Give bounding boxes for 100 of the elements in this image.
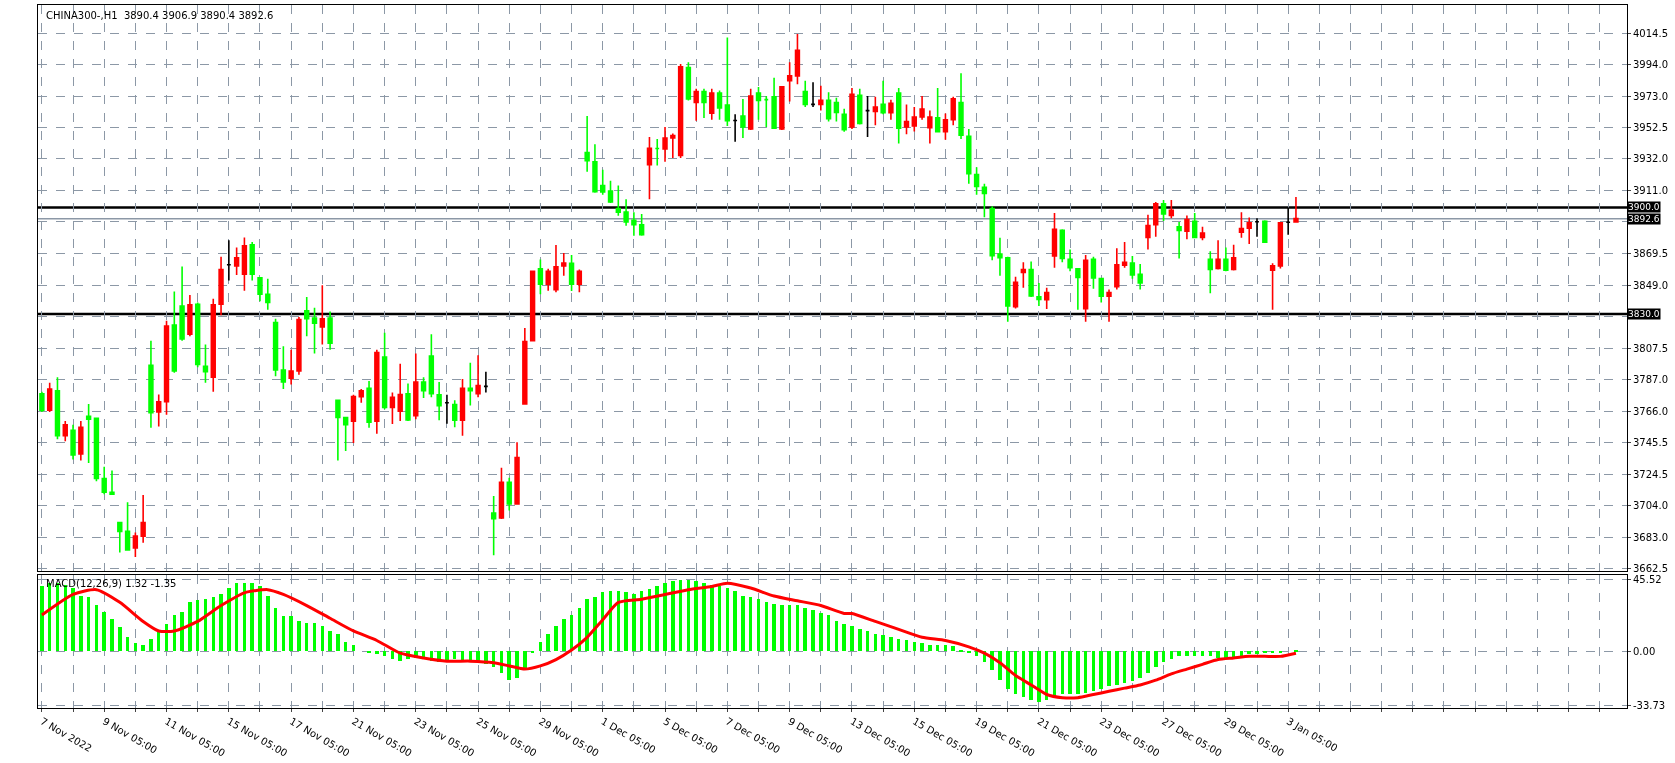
y-tick-label: 0.00 [1633,646,1656,658]
candlestick [833,97,840,123]
bar [282,616,285,652]
bar [461,651,464,662]
candlestick [716,89,723,121]
bar [313,623,316,652]
candlestick [1238,211,1245,239]
candlestick [1191,212,1198,239]
bar [289,616,293,652]
candlestick [646,136,653,201]
bar [328,631,332,652]
bar [297,621,301,652]
candlestick [194,301,201,369]
y-tick-label: 3787.0 [1633,373,1668,385]
candlestick [319,284,326,346]
candlestick [545,267,551,292]
candlestick [1230,243,1237,272]
bar [79,596,83,652]
candlestick [70,423,76,461]
bar [235,583,238,652]
candlestick [1044,286,1050,310]
candlestick [529,270,536,342]
candlestick [241,236,248,292]
y-tick-label: 3704.0 [1633,500,1668,512]
candlestick [1215,239,1221,271]
candlestick [1020,261,1027,289]
bar [531,651,534,654]
candlestick [1153,201,1159,238]
candlestick [896,87,902,145]
bar [944,645,947,652]
candlestick [296,316,302,376]
candlestick [950,95,956,127]
bar [1053,651,1056,698]
bar [1193,651,1196,657]
candlestick [1254,217,1260,238]
candlestick [693,87,699,122]
candlestick [553,244,559,293]
bar [95,605,98,652]
bar [632,594,636,652]
candlestick [1028,260,1034,298]
bar [905,640,908,652]
y-tick-label: 4014.5 [1633,27,1668,39]
candlestick [732,113,738,143]
candlestick [46,381,53,413]
candlestick [989,205,995,262]
bar [204,599,207,652]
candlestick [724,36,731,127]
candlestick [857,87,863,126]
bar [655,586,659,652]
candlestick [927,109,933,145]
y-tick-label: 3849.0 [1633,279,1668,291]
candlestick [202,343,209,384]
candlestick [662,126,668,163]
candlestick [709,87,715,121]
bar [1271,651,1274,654]
candlestick [786,61,793,103]
candlestick [428,333,435,399]
candlestick [381,331,388,411]
bar [1123,651,1126,684]
candlestick [311,307,318,355]
candlestick [942,112,949,141]
y-tick-label: 3766.0 [1633,405,1668,417]
candlestick [677,63,684,159]
bar [640,591,643,652]
candlestick [327,310,333,351]
candlestick [1114,247,1120,291]
candlestick [132,531,139,558]
bar [321,626,324,652]
candlestick [685,61,692,102]
bar [188,602,192,652]
candlestick [794,33,801,86]
bar [336,634,340,652]
candlestick [568,254,575,292]
bar [959,650,963,653]
bar [842,624,846,652]
candlestick [888,98,894,121]
candlestick [1207,250,1213,295]
candlestick [1067,248,1073,273]
bar [765,602,768,652]
candlestick [1145,213,1151,251]
candlestick [187,294,193,338]
candlestick [779,86,785,131]
bar [87,597,90,652]
candlestick [973,166,980,196]
candlestick [1137,263,1143,291]
candlestick [966,128,972,185]
candlestick [1098,277,1104,304]
bar [967,651,971,654]
bar [570,615,573,652]
bar [40,586,44,652]
candlestick [934,87,941,134]
candlestick [413,352,419,421]
bar [718,586,721,652]
candlestick [483,370,489,394]
bar [180,612,184,652]
bar [803,608,807,652]
bar [733,591,737,652]
candlestick [670,132,676,159]
candlestick [350,393,357,444]
candlestick [124,501,131,552]
